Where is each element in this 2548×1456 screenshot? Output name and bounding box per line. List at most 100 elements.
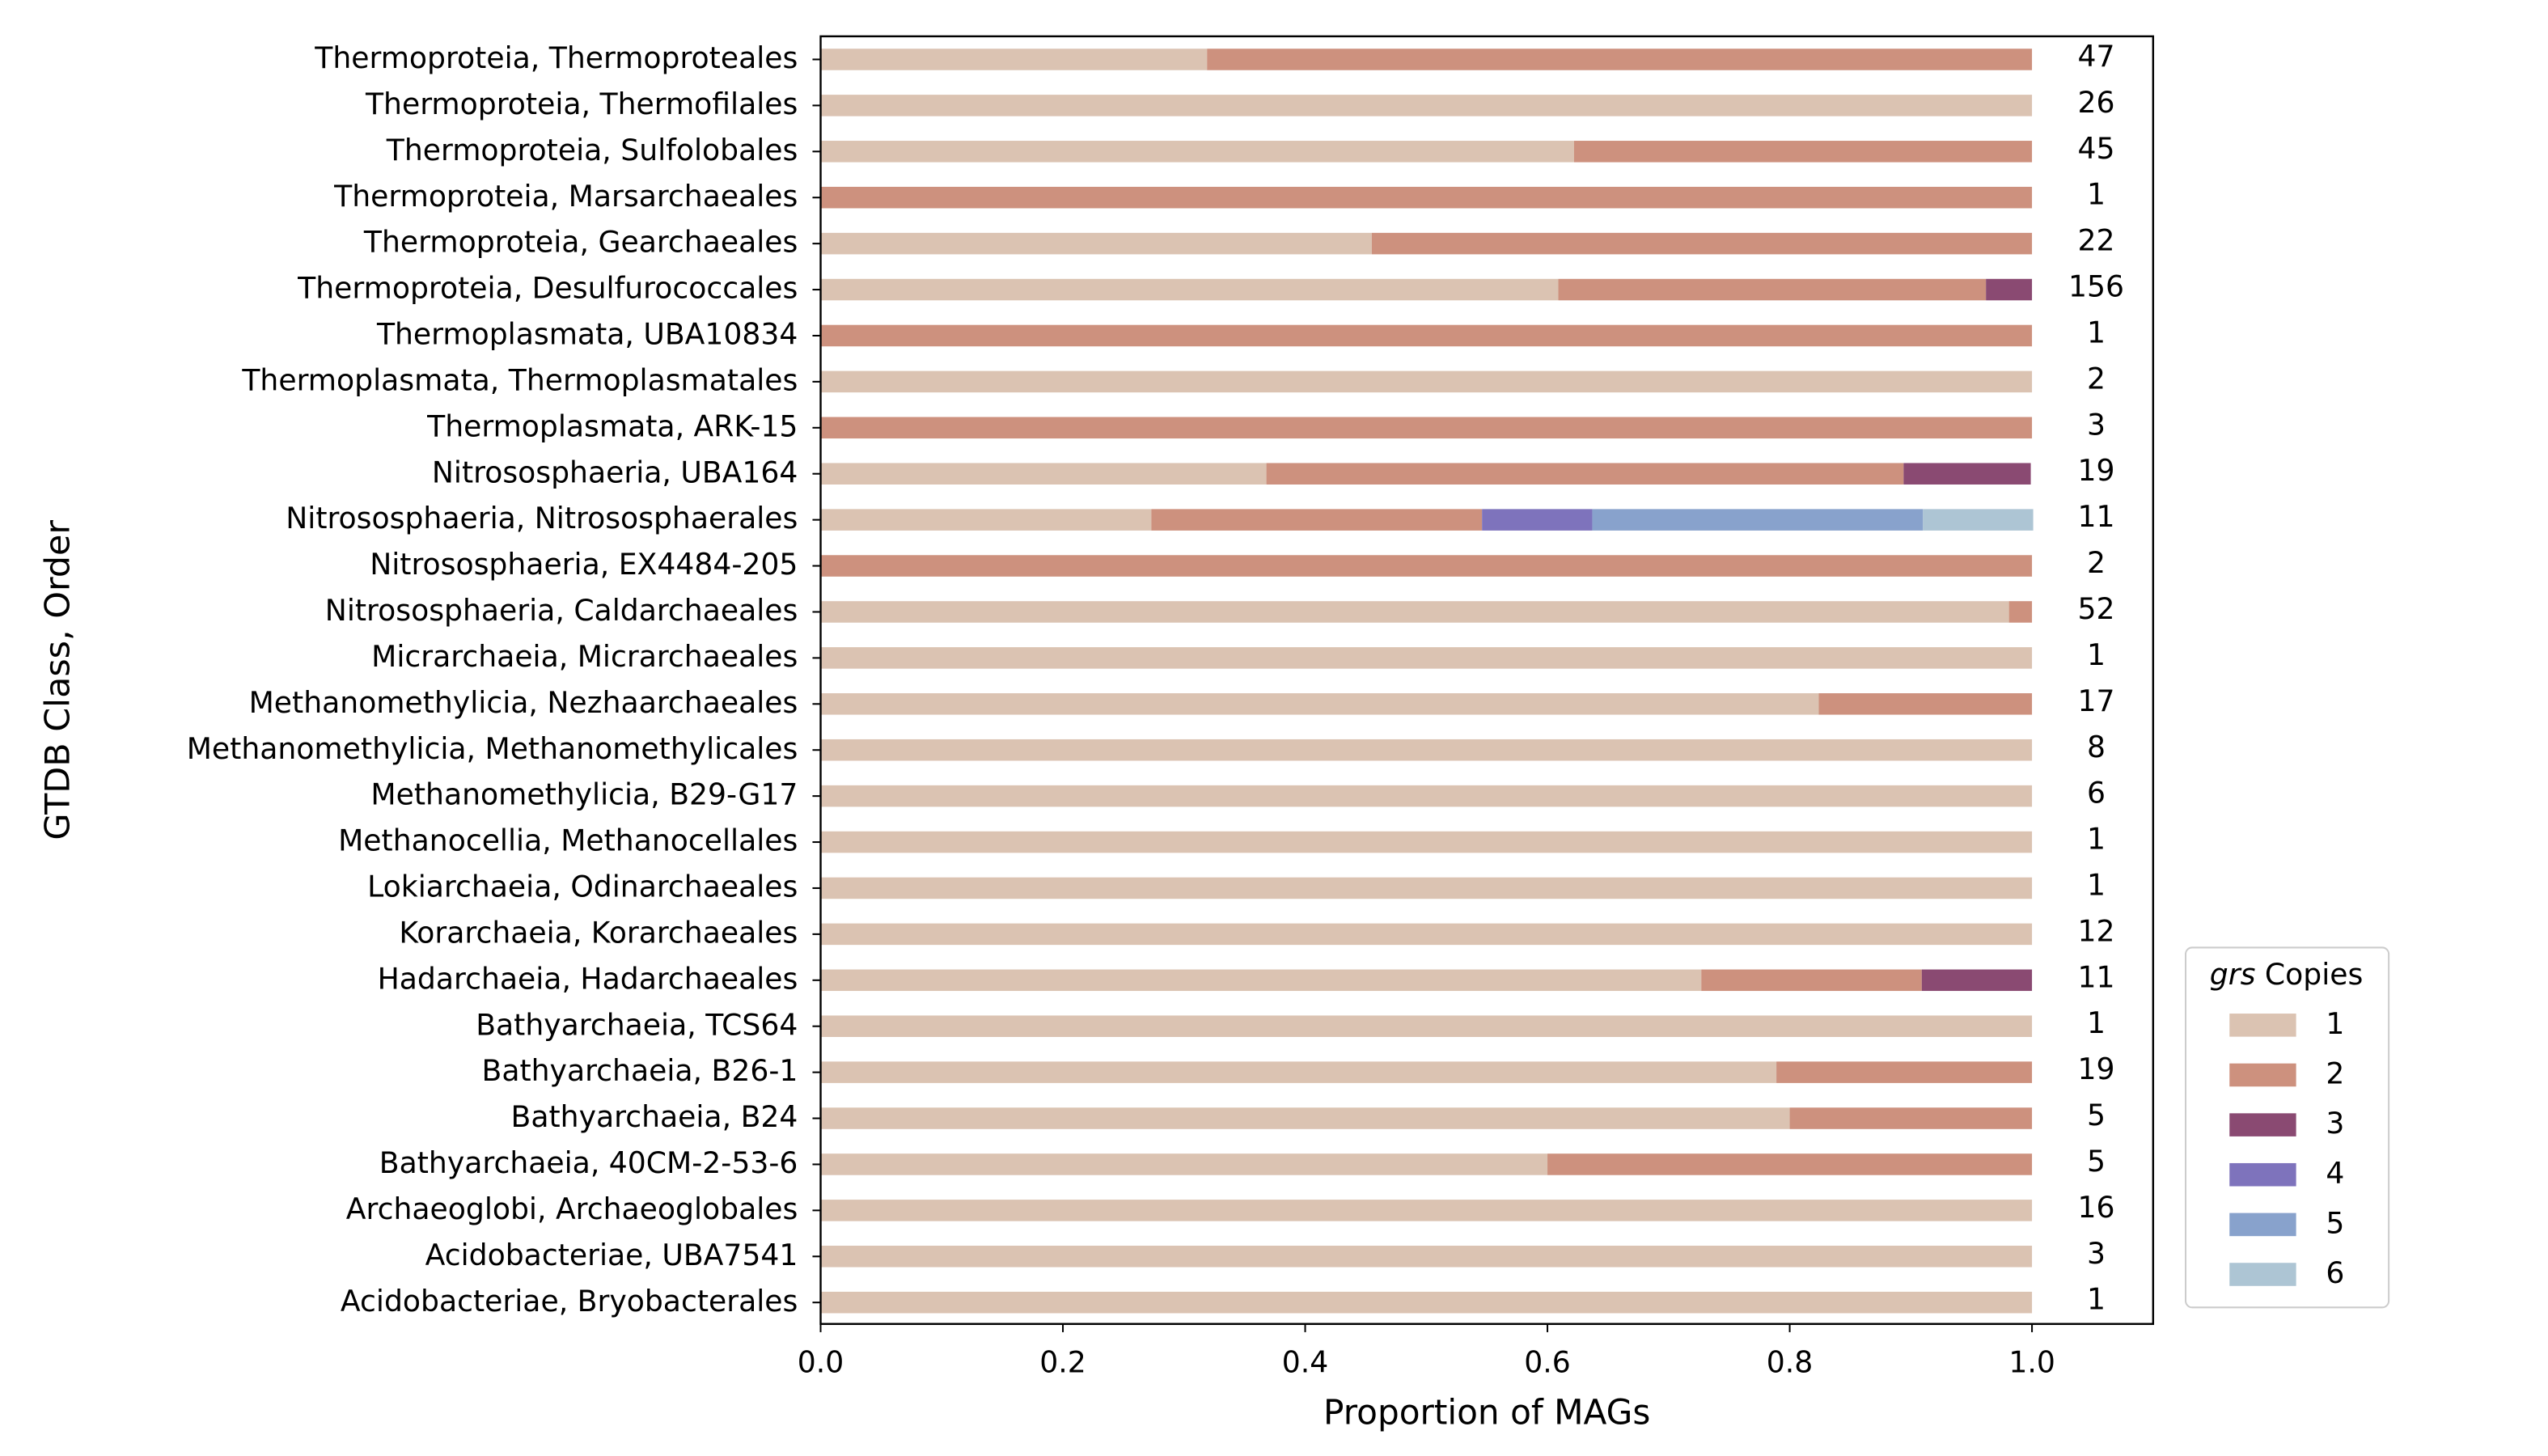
y-tick-label: Methanomethylicia, B29-G17 xyxy=(370,777,798,811)
bar-segment xyxy=(1207,49,2033,70)
y-tick-label: Nitrososphaeria, UBA164 xyxy=(432,455,798,489)
legend-label: 2 xyxy=(2326,1056,2344,1090)
bar-segment xyxy=(820,278,1559,301)
legend-swatch xyxy=(2229,1213,2296,1237)
plot-frame xyxy=(819,35,2155,1325)
bar-segment xyxy=(820,1107,1790,1129)
x-tick-label: 0.6 xyxy=(1524,1344,1570,1379)
count-label: 2 xyxy=(2087,545,2106,580)
legend-swatch xyxy=(2229,1162,2296,1187)
bar-segment xyxy=(1573,141,2033,163)
count-label: 45 xyxy=(2078,131,2115,166)
count-label: 47 xyxy=(2078,39,2115,74)
bar-segment xyxy=(1986,278,2033,301)
bar-segment xyxy=(1151,509,1483,531)
y-tick-label: Acidobacteriae, Bryobacterales xyxy=(341,1284,798,1318)
bar-segment xyxy=(820,141,1574,163)
bar-segment xyxy=(1266,463,1904,485)
bar-segment xyxy=(1923,509,2034,531)
legend-label: 5 xyxy=(2326,1205,2344,1240)
bar-segment xyxy=(1547,1153,2033,1175)
bar-segment xyxy=(2008,601,2033,623)
x-tick-label: 0.4 xyxy=(1282,1344,1328,1379)
y-tick-label: Micrarchaeia, Micrarchaeales xyxy=(371,639,798,674)
x-tick-label: 0.2 xyxy=(1039,1344,1086,1379)
bar-segment xyxy=(1921,969,2033,992)
count-label: 5 xyxy=(2087,1098,2106,1132)
x-tick-label: 0.8 xyxy=(1767,1344,1813,1379)
bar-segment xyxy=(820,509,1152,531)
bar-segment xyxy=(820,969,1702,992)
bar-segment xyxy=(820,1061,1777,1083)
count-label: 26 xyxy=(2078,85,2115,120)
bar-segment xyxy=(820,49,1208,70)
bar-segment xyxy=(820,1153,1548,1175)
bar-segment xyxy=(1482,509,1593,531)
legend-label: 3 xyxy=(2326,1106,2344,1141)
bar-segment xyxy=(1558,278,1987,301)
y-axis-label: GTDB Class, Order xyxy=(39,519,78,840)
legend-label: 1 xyxy=(2326,1006,2344,1041)
bar-segment xyxy=(1371,232,2033,255)
x-tick-label: 1.0 xyxy=(2008,1344,2055,1379)
count-label: 8 xyxy=(2087,729,2106,764)
bar-segment xyxy=(820,370,2033,393)
count-label: 22 xyxy=(2078,222,2115,257)
bar-segment xyxy=(820,647,2033,669)
legend-label: 6 xyxy=(2326,1255,2344,1290)
y-tick-label: Thermoproteia, Marsarchaeales xyxy=(333,179,798,214)
bar-segment xyxy=(820,831,2033,853)
y-tick-label: Bathyarchaeia, B26-1 xyxy=(482,1053,798,1088)
y-tick-label: Archaeoglobi, Archaeoglobales xyxy=(346,1191,798,1226)
count-label: 1 xyxy=(2087,637,2106,672)
bar-segment xyxy=(820,417,2033,439)
y-tick-label: Methanomethylicia, Methanomethylicales xyxy=(187,731,798,766)
legend-title: grs Copies xyxy=(2210,956,2364,991)
y-tick-label: Thermoproteia, Thermoproteales xyxy=(314,40,798,75)
legend-swatch xyxy=(2229,1263,2296,1286)
count-label: 1 xyxy=(2087,821,2106,856)
y-tick-label: Thermoplasmata, UBA10834 xyxy=(376,316,798,351)
bar-segment xyxy=(1701,969,1922,992)
count-label: 19 xyxy=(2078,1052,2115,1086)
bar-segment xyxy=(820,601,2009,623)
bar-segment xyxy=(820,877,2033,899)
y-tick-label: Nitrososphaeria, EX4484-205 xyxy=(370,547,798,582)
count-label: 1 xyxy=(2087,867,2106,902)
y-tick-label: Korarchaeia, Korarchaeales xyxy=(399,915,798,950)
bar-segment xyxy=(1776,1061,2033,1083)
legend-swatch xyxy=(2229,1063,2296,1087)
count-label: 2 xyxy=(2087,361,2106,396)
y-tick-label: Methanocellia, Methanocellales xyxy=(338,823,798,857)
x-tick-label: 0.0 xyxy=(798,1344,844,1379)
bar-segment xyxy=(1818,693,2033,715)
y-tick-label: Thermoplasmata, Thermoplasmatales xyxy=(241,362,798,397)
count-label: 3 xyxy=(2087,407,2106,442)
y-tick-label: Thermoproteia, Desulfurococcales xyxy=(297,270,798,305)
count-label: 12 xyxy=(2078,913,2115,948)
y-tick-label: Thermoproteia, Gearchaeales xyxy=(363,224,798,259)
y-tick-label: Lokiarchaeia, Odinarchaeales xyxy=(367,869,798,904)
y-tick-label: Bathyarchaeia, TCS64 xyxy=(476,1007,798,1042)
count-label: 1 xyxy=(2087,1005,2106,1040)
bar-segment xyxy=(820,739,2033,761)
bar-segment xyxy=(820,95,2033,116)
x-axis-label: Proportion of MAGs xyxy=(1323,1393,1650,1433)
legend-title-text: Copies xyxy=(2265,956,2363,991)
bar-segment xyxy=(820,324,2033,347)
y-tick-label: Hadarchaeia, Hadarchaeales xyxy=(378,961,798,996)
count-label: 52 xyxy=(2078,591,2115,626)
bar-segment xyxy=(820,186,2033,209)
bar-segment xyxy=(820,693,1819,715)
legend-swatch xyxy=(2229,1014,2296,1037)
count-label: 3 xyxy=(2087,1236,2106,1271)
y-tick-label: Acidobacteriae, UBA7541 xyxy=(425,1238,798,1272)
bar-segment xyxy=(820,1246,2033,1268)
bar-segment xyxy=(1789,1107,2033,1129)
y-tick-label: Thermoproteia, Sulfolobales xyxy=(386,133,798,167)
count-label: 17 xyxy=(2078,684,2115,718)
bar-segment xyxy=(1592,509,1924,531)
bar-segment xyxy=(820,1200,2033,1221)
